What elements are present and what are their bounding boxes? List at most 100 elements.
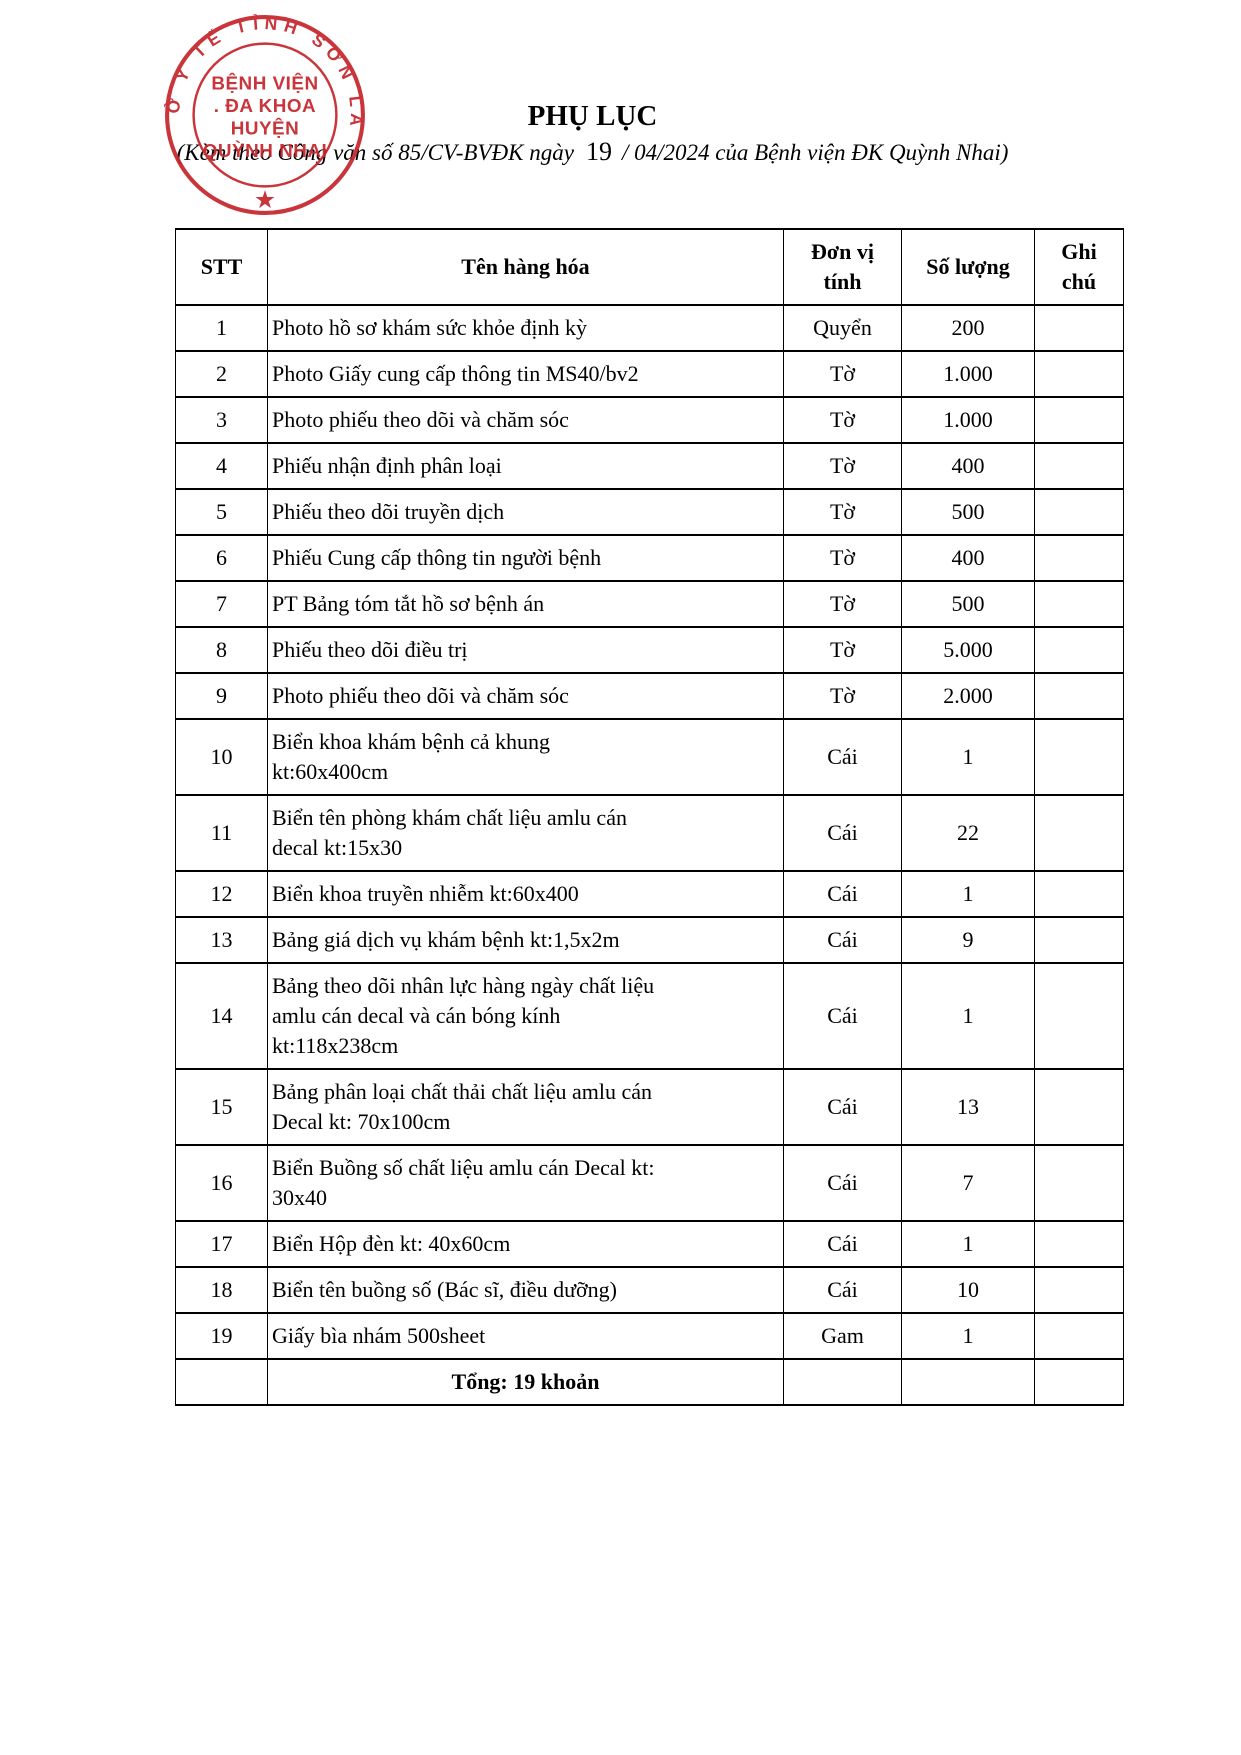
total-unit-cell <box>783 1358 902 1406</box>
unit-cell: Cái <box>783 1144 902 1222</box>
unit-cell: Tờ <box>783 672 902 720</box>
item-name-cell: Photo phiếu theo dõi và chăm sóc <box>267 672 784 720</box>
row-index-cell: 4 <box>175 442 268 490</box>
subtitle-prefix: (Kèm theo Công văn số 85/CV-BVĐK ngày <box>176 140 574 165</box>
item-name-cell: Phiếu theo dõi điều trị <box>267 626 784 674</box>
note-cell <box>1034 396 1124 444</box>
page-title: PHỤ LỤC <box>527 100 658 132</box>
item-name-cell: Phiếu nhận định phân loại <box>267 442 784 490</box>
item-name-cell: Biển khoa khám bệnh cả khung kt:60x400cm <box>267 718 784 796</box>
total-stt-cell <box>175 1358 268 1406</box>
header-row: STT Tên hàng hóa Đơn vị tính Số lượng Gh… <box>175 228 1124 306</box>
quantity-cell: 500 <box>901 488 1035 536</box>
quantity-cell: 2.000 <box>901 672 1035 720</box>
note-cell <box>1034 304 1124 352</box>
stamp-line-4: QUỲNH NHAI <box>203 140 328 161</box>
row-index-cell: 1 <box>175 304 268 352</box>
note-cell <box>1034 350 1124 398</box>
row-index-cell: 14 <box>175 962 268 1070</box>
note-cell <box>1034 794 1124 872</box>
table-row: 14 Bảng theo dõi nhân lực hàng ngày chất … <box>175 962 1124 1070</box>
item-name-cell: Bảng giá dịch vụ khám bệnh kt:1,5x2m <box>267 916 784 964</box>
item-name-cell: Photo Giấy cung cấp thông tin MS40/bv2 <box>267 350 784 398</box>
table-row: 2 Photo Giấy cung cấp thông tin MS40/bv2 T… <box>175 350 1124 398</box>
table-row: 1 Photo hồ sơ khám sức khỏe định kỳ Quyển 2… <box>175 304 1124 352</box>
stamp-inner-circle <box>192 42 338 188</box>
total-label-cell: Tổng: 19 khoản <box>267 1358 784 1406</box>
table-row: 12 Biển khoa truyền nhiễm kt:60x400 Cái 1 <box>175 870 1124 918</box>
unit-cell: Cái <box>783 718 902 796</box>
hospital-stamp: SỞ Y TẾ TỈNH SƠN LA BỆNH VIỆN . ĐA KHOA … <box>163 12 365 215</box>
row-index-cell: 13 <box>175 916 268 964</box>
col-header-name: Tên hàng hóa <box>267 228 784 306</box>
row-index-cell: 3 <box>175 396 268 444</box>
item-name-cell: Photo phiếu theo dõi và chăm sóc <box>267 396 784 444</box>
unit-cell: Quyển <box>783 304 902 352</box>
item-name-cell: Bảng theo dõi nhân lực hàng ngày chất li… <box>267 962 784 1070</box>
unit-cell: Gam <box>783 1312 902 1360</box>
row-index-cell: 2 <box>175 350 268 398</box>
note-cell <box>1034 1266 1124 1314</box>
col-header-stt: STT <box>175 228 268 306</box>
handwritten-day: 19 <box>585 137 612 166</box>
stamp-line-1: BỆNH VIỆN <box>211 73 318 94</box>
unit-cell: Cái <box>783 870 902 918</box>
quantity-cell: 7 <box>901 1144 1035 1222</box>
subtitle: (Kèm theo Công văn số 85/CV-BVĐK ngày 19 /… <box>0 137 1185 168</box>
unit-cell: Tờ <box>783 350 902 398</box>
total-qty-cell <box>901 1358 1035 1406</box>
table-row: 3 Photo phiếu theo dõi và chăm sóc Tờ 1.000 <box>175 396 1124 444</box>
quantity-cell: 1 <box>901 870 1035 918</box>
table-row: 10 Biển khoa khám bệnh cả khung kt:60x400… <box>175 718 1124 796</box>
item-name-cell: Photo hồ sơ khám sức khỏe định kỳ <box>267 304 784 352</box>
col-header-note: Ghi chú <box>1034 228 1124 306</box>
quantity-cell: 1.000 <box>901 396 1035 444</box>
total-row: Tổng: 19 khoản <box>175 1358 1124 1406</box>
row-index-cell: 10 <box>175 718 268 796</box>
appendix-table: STT Tên hàng hóa Đơn vị tính Số lượng Gh… <box>175 228 1124 1406</box>
item-name-cell: Biển tên phòng khám chất liệu amlu cán d… <box>267 794 784 872</box>
unit-cell: Cái <box>783 1266 902 1314</box>
total-note-cell <box>1034 1358 1124 1406</box>
item-name-cell: Phiếu theo dõi truyền dịch <box>267 488 784 536</box>
note-cell <box>1034 488 1124 536</box>
note-cell <box>1034 870 1124 918</box>
row-index-cell: 17 <box>175 1220 268 1268</box>
table-row: 9 Photo phiếu theo dõi và chăm sóc Tờ 2.000 <box>175 672 1124 720</box>
unit-cell: Tờ <box>783 626 902 674</box>
unit-cell: Tờ <box>783 534 902 582</box>
table-body: 1 Photo hồ sơ khám sức khỏe định kỳ Quyển 2… <box>175 304 1124 1360</box>
item-name-cell: PT Bảng tóm tắt hồ sơ bệnh án <box>267 580 784 628</box>
table-row: 17 Biển Hộp đèn kt: 40x60cm Cái 1 <box>175 1220 1124 1268</box>
table-row: 13 Bảng giá dịch vụ khám bệnh kt:1,5x2m Cá… <box>175 916 1124 964</box>
row-index-cell: 6 <box>175 534 268 582</box>
row-index-cell: 15 <box>175 1068 268 1146</box>
unit-cell: Cái <box>783 794 902 872</box>
quantity-cell: 1 <box>901 1220 1035 1268</box>
note-cell <box>1034 1220 1124 1268</box>
note-cell <box>1034 1312 1124 1360</box>
quantity-cell: 10 <box>901 1266 1035 1314</box>
unit-cell: Tờ <box>783 396 902 444</box>
document-header: PHỤ LỤC (Kèm theo Công văn số 85/CV-BVĐK… <box>0 98 1185 168</box>
table-header: STT Tên hàng hóa Đơn vị tính Số lượng Gh… <box>175 228 1124 306</box>
unit-cell: Cái <box>783 1220 902 1268</box>
note-cell <box>1034 534 1124 582</box>
row-index-cell: 19 <box>175 1312 268 1360</box>
stamp-line-3: HUYỆN <box>231 117 300 138</box>
unit-cell: Cái <box>783 916 902 964</box>
unit-cell: Cái <box>783 1068 902 1146</box>
stamp-star-icon: ★ <box>255 188 274 212</box>
quantity-cell: 500 <box>901 580 1035 628</box>
quantity-cell: 22 <box>901 794 1035 872</box>
note-cell <box>1034 718 1124 796</box>
table-row: 4 Phiếu nhận định phân loại Tờ 400 <box>175 442 1124 490</box>
table-row: 15 Bảng phân loại chất thải chất liệu aml… <box>175 1068 1124 1146</box>
row-index-cell: 12 <box>175 870 268 918</box>
row-index-cell: 16 <box>175 1144 268 1222</box>
note-cell <box>1034 672 1124 720</box>
row-index-cell: 18 <box>175 1266 268 1314</box>
quantity-cell: 9 <box>901 916 1035 964</box>
table-row: 11 Biển tên phòng khám chất liệu amlu cán… <box>175 794 1124 872</box>
quantity-cell: 1 <box>901 962 1035 1070</box>
